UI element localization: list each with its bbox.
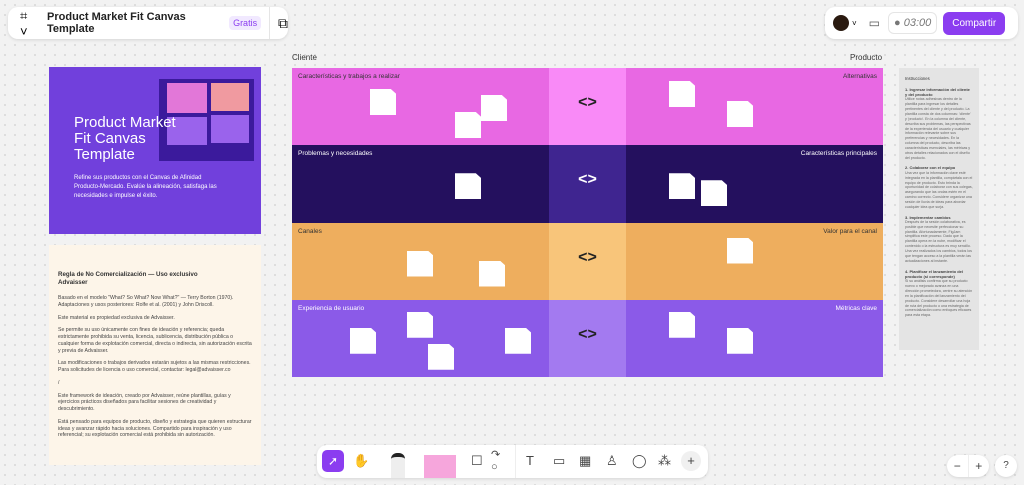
select-tool[interactable]: ➚ xyxy=(322,450,344,472)
figma-menu-icon[interactable]: ⌗ ˅ xyxy=(20,7,28,39)
sticky-note[interactable] xyxy=(407,250,433,277)
sticky-note[interactable] xyxy=(407,311,433,338)
license-paragraph: Basado en el modelo "What? So What? Now … xyxy=(58,295,234,308)
row-label-product: Valor para el canal xyxy=(823,227,877,235)
license-paragraph: / xyxy=(58,379,60,386)
zoom-controls: − + xyxy=(947,455,989,477)
cover-card: Product Market Fit Canvas Template Refin… xyxy=(49,67,261,234)
pages-icon[interactable]: ⧉ xyxy=(278,14,288,31)
instruction-step-title: 1. Ingresar información del cliente y de… xyxy=(905,86,970,98)
instruction-step-title: 2. Colaborar con el equipo xyxy=(905,165,956,171)
zoom-in-button[interactable]: + xyxy=(967,455,990,477)
cell-product: Características principales xyxy=(626,145,883,223)
license-paragraph: Este material es propiedad exclusiva de … xyxy=(58,314,175,321)
divider xyxy=(269,7,270,39)
client-label: Cliente xyxy=(292,53,317,62)
sticky-note[interactable] xyxy=(701,180,727,207)
sticky-note[interactable] xyxy=(455,173,481,200)
cell-product: Alternativas xyxy=(626,68,883,146)
row-label-client: Canales xyxy=(298,227,322,235)
instruction-step-title: 4. Planificar el lanzamiento del product… xyxy=(905,268,964,279)
plan-badge: Gratis xyxy=(229,16,262,30)
cell-client: Características y trabajos a realizar xyxy=(292,68,549,146)
cell-center: <> xyxy=(549,299,626,377)
stamp-tool[interactable]: ♙ xyxy=(606,453,618,468)
help-button[interactable]: ? xyxy=(995,455,1017,477)
bidirectional-arrow-icon: <> xyxy=(578,94,597,111)
timer[interactable]: ● 03:00 xyxy=(888,12,938,34)
instruction-step-text: Utilice notas adhesivas dentro de la pla… xyxy=(905,97,971,160)
cell-center: <> xyxy=(549,222,626,300)
timer-text: 03:00 xyxy=(903,17,932,29)
instructions-panel: Instrucciones 1. Ingresar información del… xyxy=(899,68,979,350)
sticky-note[interactable] xyxy=(727,101,753,127)
file-bar: ⌗ ˅ Product Market Fit Canvas Template G… xyxy=(8,7,288,39)
sticky-note[interactable] xyxy=(727,237,753,264)
row-label-product: Alternativas xyxy=(843,73,877,80)
comment-tool[interactable]: ◯ xyxy=(632,453,647,468)
bidirectional-arrow-icon: <> xyxy=(578,171,597,189)
license-title: Regla de No Comercialización — Uso exclu… xyxy=(58,271,198,287)
cover-title: Product Market Fit Canvas Template xyxy=(74,114,176,163)
row-label-product: Métricas clave xyxy=(835,304,877,312)
sticky-note[interactable] xyxy=(350,327,376,354)
sticky-note[interactable] xyxy=(370,89,396,115)
sticky-note-tool[interactable] xyxy=(424,455,456,478)
layout-icon[interactable]: ▭ xyxy=(868,16,881,30)
pen-tool[interactable] xyxy=(391,453,405,478)
license-paragraph: Las modificaciones o trabajos derivados … xyxy=(58,360,251,374)
shape-tool[interactable]: ☐ xyxy=(471,453,483,468)
license-card: Regla de No Comercialización — Uso exclu… xyxy=(49,245,261,465)
sticky-note[interactable] xyxy=(669,81,695,107)
table-tool[interactable]: ▦ xyxy=(579,453,592,468)
instruction-step-title: 3. Implementar cambios xyxy=(905,214,951,220)
hand-tool[interactable]: ✋ xyxy=(353,453,370,468)
more-tools-button[interactable]: + xyxy=(681,451,701,471)
row-label-client: Características y trabajos a realizar xyxy=(298,73,400,80)
license-paragraph: Este framework de ideación, creado por A… xyxy=(58,392,231,413)
sticky-note[interactable] xyxy=(481,95,507,121)
instruction-step-text: Después de la sesión colaborativa, es po… xyxy=(905,219,972,263)
sticky-note[interactable] xyxy=(669,311,695,338)
license-paragraph: Se permite su uso únicamente con fines d… xyxy=(58,327,252,354)
row-label-product: Características principales xyxy=(800,150,877,158)
bidirectional-arrow-icon: <> xyxy=(578,248,597,266)
chevron-down-icon[interactable]: ˅ xyxy=(852,18,857,28)
file-title[interactable]: Product Market Fit Canvas Template xyxy=(47,11,186,35)
sticky-note[interactable] xyxy=(669,173,695,200)
row-label-client: Problemas y necesidades xyxy=(298,150,373,158)
share-button[interactable]: Compartir xyxy=(943,11,1006,35)
widgets-tool[interactable]: ⁂ xyxy=(658,453,671,468)
avatar[interactable] xyxy=(833,15,849,31)
cover-illustration xyxy=(159,79,254,161)
row-label-client: Experiencia de usuario xyxy=(298,304,365,312)
right-bar: ˅ ▭ ● 03:00 Compartir xyxy=(825,7,1018,39)
product-label: Producto xyxy=(850,53,883,62)
instructions-title: Instrucciones xyxy=(905,76,930,81)
bottom-toolbar: ➚ ✋ ☐ ↷ ○ T ▭ ▦ ♙ ◯ ⁂ + xyxy=(317,445,708,478)
cell-center: <> xyxy=(549,145,626,223)
cell-center: <> xyxy=(549,68,626,146)
divider xyxy=(515,445,516,478)
cell-product: Métricas clave xyxy=(626,299,883,377)
bidirectional-arrow-icon: <> xyxy=(578,325,597,343)
instruction-step-text: Si su análisis confirma que su producto … xyxy=(905,279,973,318)
cell-product: Valor para el canal xyxy=(626,222,883,300)
license-paragraph: Está pensado para equipos de producto, d… xyxy=(58,418,252,439)
sticky-note[interactable] xyxy=(428,343,454,370)
section-tool[interactable]: ▭ xyxy=(553,453,566,468)
sticky-note[interactable] xyxy=(455,112,481,138)
cell-client: Problemas y necesidades xyxy=(292,145,549,223)
canvas-board: Características y trabajos a realizar <> A… xyxy=(292,68,883,377)
text-tool[interactable]: T xyxy=(526,453,534,468)
connector-tool[interactable]: ↷ ○ xyxy=(491,449,501,473)
cover-subtitle: Refine sus productos con el Canvas de Af… xyxy=(74,175,217,199)
instruction-step-text: Una vez que la información clave esté in… xyxy=(905,170,973,209)
sticky-note[interactable] xyxy=(727,327,753,354)
sticky-note[interactable] xyxy=(479,260,505,287)
zoom-out-button[interactable]: − xyxy=(953,459,961,473)
sticky-note[interactable] xyxy=(505,327,531,354)
